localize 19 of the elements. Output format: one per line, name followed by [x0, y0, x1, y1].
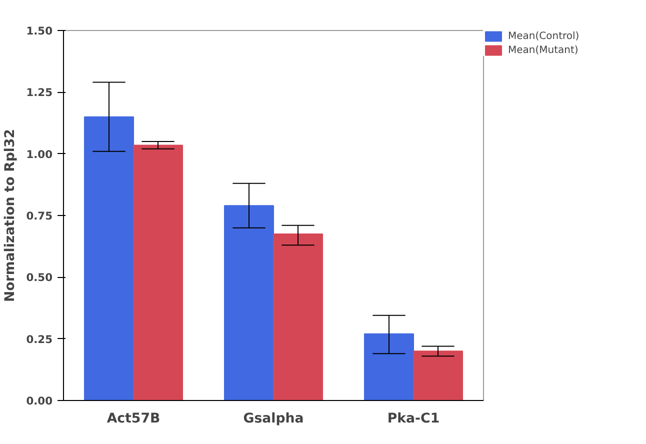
y-tick-label: 1.00	[26, 148, 53, 161]
x-tick-label: Pka-C1	[387, 412, 440, 426]
x-tick-label: Gsalpha	[243, 412, 304, 426]
y-axis-title: Normalization to Rpl32	[3, 129, 18, 302]
bar	[133, 144, 183, 400]
bar	[413, 350, 463, 400]
bar	[84, 116, 134, 400]
bar	[273, 234, 323, 400]
legend-label: Mean(Mutant)	[508, 44, 578, 56]
x-tick-label: Act57B	[106, 412, 160, 426]
bar	[364, 333, 414, 400]
y-tick-label: 0.25	[26, 332, 53, 346]
y-tick-label: 1.25	[26, 86, 53, 100]
y-tick-label: 1.50	[26, 24, 53, 38]
legend-label: Mean(Control)	[508, 30, 580, 42]
y-tick-label: 0.00	[26, 394, 53, 408]
y-tick-label: 0.50	[26, 271, 53, 284]
y-tick-label: 0.75	[26, 210, 53, 222]
bar	[224, 205, 274, 400]
